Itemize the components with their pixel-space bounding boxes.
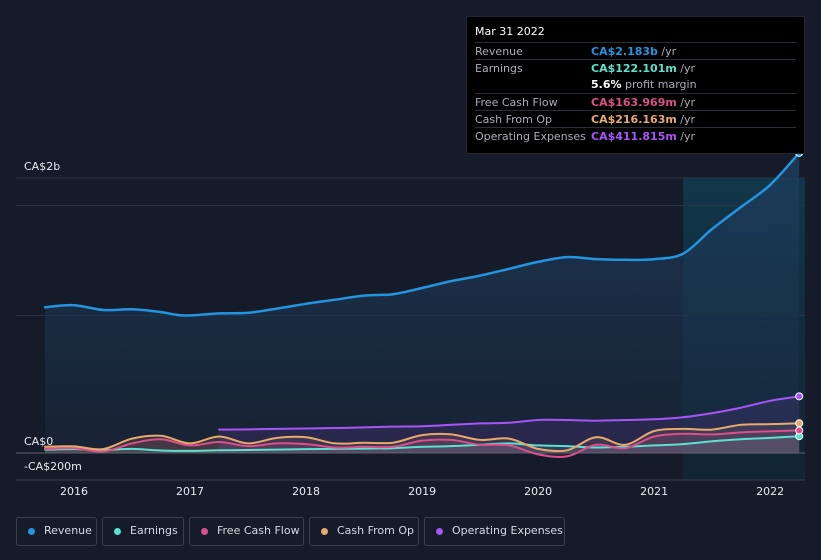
cash-from-op-dot-icon xyxy=(321,528,328,535)
tooltip-label: Operating Expenses xyxy=(475,130,586,143)
legend-item-cash-from-op[interactable]: Cash From Op xyxy=(309,517,419,546)
legend-label: Free Cash Flow xyxy=(217,524,300,537)
tooltip-value: CA$216.163m /yr xyxy=(591,113,696,126)
x-tick-label: 2020 xyxy=(524,485,552,498)
free-cash-flow-line xyxy=(44,429,801,459)
x-axis-ticks: 2016 2017 2018 2019 2020 2021 2022 xyxy=(60,485,784,498)
tooltip-label: Cash From Op xyxy=(475,113,553,126)
tooltip-row-earnings: Earnings CA$122.101m /yr xyxy=(475,59,796,77)
y-axis-zero-label: CA$0 xyxy=(24,435,54,448)
earnings-area xyxy=(45,436,800,453)
series-lines xyxy=(43,151,801,459)
legend-label: Cash From Op xyxy=(337,524,415,537)
revenue-line xyxy=(43,151,801,317)
tooltip-row-margin: 5.6% profit margin xyxy=(475,76,796,93)
legend-item-revenue[interactable]: Revenue xyxy=(16,517,97,546)
operating-expenses-line xyxy=(218,395,801,431)
tooltip-value: CA$163.969m /yr xyxy=(591,96,696,109)
tooltip-row-opex: Operating Expenses CA$411.815m /yr xyxy=(475,127,796,145)
y-axis-bottom-label: -CA$200m xyxy=(24,460,82,473)
legend-item-operating-expenses[interactable]: Operating Expenses xyxy=(424,517,565,546)
x-tick-label: 2019 xyxy=(408,485,436,498)
legend-item-earnings[interactable]: Earnings xyxy=(102,517,184,546)
operating-expenses-area xyxy=(219,396,800,453)
operating-expenses-endpoint xyxy=(795,392,804,401)
tooltip-value: CA$2.183b /yr xyxy=(591,45,677,58)
cash-from-op-line xyxy=(44,422,801,453)
x-tick-label: 2017 xyxy=(176,485,204,498)
free-cash-flow-dot-icon xyxy=(201,528,208,535)
legend-label: Revenue xyxy=(44,524,92,537)
tooltip-label: Free Cash Flow xyxy=(475,96,558,109)
tooltip-row-cfo: Cash From Op CA$216.163m /yr xyxy=(475,110,796,128)
x-tick-label: 2018 xyxy=(292,485,320,498)
revenue-dot-icon xyxy=(28,528,35,535)
tooltip-row-fcf: Free Cash Flow CA$163.969m /yr xyxy=(475,93,796,111)
earnings-line xyxy=(44,435,801,452)
tooltip-value: CA$411.815m /yr xyxy=(591,130,696,143)
x-tick-label: 2016 xyxy=(60,485,88,498)
legend-label: Earnings xyxy=(130,524,178,537)
tooltip-row-revenue: Revenue CA$2.183b /yr xyxy=(475,42,796,60)
legend-item-free-cash-flow[interactable]: Free Cash Flow xyxy=(189,517,304,546)
tooltip-label: Revenue xyxy=(475,45,523,58)
tooltip-label: Earnings xyxy=(475,62,523,75)
free-cash-flow-endpoint xyxy=(795,426,804,435)
tooltip-date: Mar 31 2022 xyxy=(475,25,545,38)
y-axis-top-label: CA$2b xyxy=(24,160,61,173)
tooltip-value: 5.6% profit margin xyxy=(591,78,697,91)
revenue-area xyxy=(45,152,800,454)
x-tick-label: 2022 xyxy=(756,485,784,498)
x-tick-label: 2021 xyxy=(640,485,668,498)
data-tooltip: Mar 31 2022 Revenue CA$2.183b /yr Earnin… xyxy=(466,16,805,154)
tooltip-value: CA$122.101m /yr xyxy=(591,62,696,75)
earnings-dot-icon xyxy=(114,528,121,535)
operating-expenses-dot-icon xyxy=(436,528,443,535)
cash-from-op-endpoint xyxy=(795,419,804,428)
legend-label: Operating Expenses xyxy=(452,524,563,537)
